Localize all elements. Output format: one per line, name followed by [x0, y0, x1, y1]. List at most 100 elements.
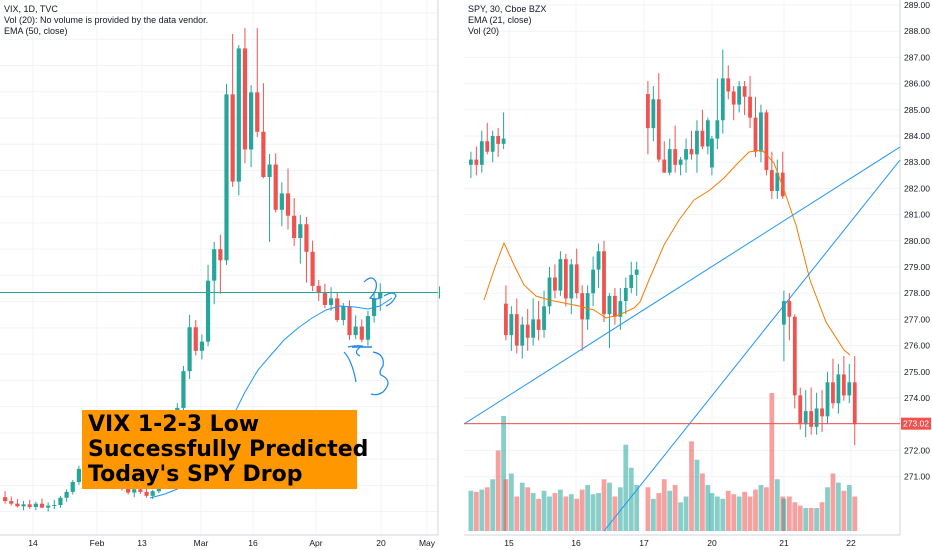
spy-volume-bar — [607, 482, 612, 531]
spy-candle — [775, 172, 780, 192]
spy-candle — [662, 159, 667, 173]
spy-ema-line: EMA (21, close) — [468, 15, 532, 25]
vix-candle — [126, 488, 131, 493]
spy-volume-bar — [574, 498, 580, 531]
spy-volume-bar — [495, 450, 501, 531]
pane-splitter[interactable] — [440, 0, 464, 550]
spy-volume-bar — [758, 485, 764, 531]
vix-candle — [64, 491, 69, 498]
vix-candle — [52, 505, 57, 506]
spy-chart-pane[interactable]: 289.00 288.00 287.00 286.00 285.00 284.00 283.… — [464, 0, 932, 550]
vix-candle — [46, 505, 51, 508]
spy-volume-bar — [803, 508, 809, 531]
vix-candle — [224, 94, 229, 261]
vix-candle — [267, 164, 272, 177]
x-tick-label: 14 — [28, 538, 38, 548]
spy-volume-bar — [547, 496, 552, 531]
spy-volume-bar — [747, 496, 753, 531]
spy-price-tag — [901, 417, 931, 430]
y-tick-label: 280.00 — [904, 236, 930, 246]
spy-volume-bar — [742, 491, 747, 531]
spy-volume-bar — [797, 505, 803, 531]
x-tick-label: 17 — [639, 538, 649, 548]
spy-volume-bar — [725, 490, 731, 531]
vix-candle — [322, 293, 327, 305]
spy-price-tag-label: 273.02 — [903, 419, 929, 429]
vix-candle — [341, 306, 346, 321]
spy-candle — [726, 78, 731, 92]
x-tick-label: May — [419, 538, 436, 548]
spy-volume-bar — [764, 487, 769, 531]
spy-volume-bar — [709, 493, 715, 531]
vix-candle — [70, 482, 75, 492]
spy-volume-bar — [650, 498, 656, 531]
spy-candle — [520, 324, 525, 346]
vix-candle — [328, 298, 334, 305]
annotation-banner[interactable]: VIX 1-2-3 Low Successfully Predicted Tod… — [82, 410, 369, 489]
spy-volume-bar — [808, 508, 814, 531]
spy-volume-bar — [830, 473, 836, 531]
spy-candle — [705, 120, 710, 147]
spy-candle — [667, 149, 672, 173]
vix-candle — [15, 503, 20, 507]
y-tick-label: 284.00 — [904, 131, 930, 141]
vix-legend: VIX, 1D, TVC Vol (20): No volume is prov… — [4, 4, 208, 37]
vix-candle — [230, 94, 235, 182]
vix-candle — [359, 326, 364, 340]
spy-candle — [820, 408, 824, 417]
vix-candle — [150, 491, 155, 496]
spy-volume-bar — [568, 494, 574, 531]
spy-chart[interactable]: 289.00 288.00 287.00 286.00 285.00 284.00 283.… — [464, 0, 932, 550]
spy-candle — [831, 382, 835, 404]
spy-volume-bar — [678, 502, 683, 531]
spy-symbol-line[interactable]: SPY, 30, Cboe BZX — [468, 4, 547, 14]
spy-volume-bar — [736, 496, 742, 531]
vix-candle — [335, 298, 340, 321]
vix-candle — [58, 497, 63, 505]
spy-candle — [585, 293, 590, 320]
vix-candle — [132, 489, 137, 493]
spy-candle — [803, 411, 808, 425]
trend-line-2 — [603, 159, 901, 532]
spy-volume-bar — [508, 473, 514, 531]
spy-candle — [629, 274, 634, 288]
spy-candle — [715, 120, 720, 139]
vix-candle — [310, 251, 315, 286]
spy-candle — [836, 374, 841, 404]
spy-volume-bar — [536, 498, 541, 531]
vix-candle — [3, 497, 8, 502]
vix-candle — [33, 503, 38, 507]
spy-candle — [780, 172, 785, 197]
vix-candle — [347, 306, 352, 336]
y-tick-label: 271.00 — [904, 472, 930, 482]
vix-candle — [27, 504, 32, 507]
spy-candle — [613, 295, 617, 317]
spy-volume-bar — [563, 496, 569, 531]
x-tick-label: 22 — [846, 538, 856, 548]
vix-candle — [193, 327, 198, 351]
banner-line-1: VIX 1-2-3 Low — [88, 412, 260, 437]
spy-candle — [514, 314, 519, 346]
vix-candle — [285, 193, 291, 216]
x-tick-label: Apr — [309, 538, 322, 548]
spy-volume-bar — [514, 496, 520, 531]
spy-legend: SPY, 30, Cboe BZX EMA (21, close) Vol (2… — [468, 4, 546, 37]
spy-volume-bar — [753, 489, 758, 531]
spy-candle — [558, 259, 563, 291]
spy-volume-bar — [825, 487, 830, 531]
spy-candle — [787, 301, 792, 317]
spy-volume-bar — [841, 490, 847, 531]
vix-candle — [212, 249, 217, 281]
spy-candle — [569, 264, 574, 299]
banner-line-2: Successfully Predicted — [88, 437, 369, 462]
vix-candle — [316, 285, 321, 294]
spy-candle — [580, 293, 585, 320]
y-tick-label: 283.00 — [904, 157, 930, 167]
vix-symbol-line[interactable]: VIX, 1D, TVC — [4, 4, 58, 14]
spy-volume-bar — [628, 467, 634, 531]
y-tick-label: 287.00 — [904, 52, 930, 62]
vix-volume-line: Vol (20): No volume is provided by the d… — [4, 15, 209, 25]
drawing-mark-5 — [370, 351, 389, 396]
spy-volume-bar — [846, 485, 852, 531]
spy-candle — [602, 251, 606, 315]
